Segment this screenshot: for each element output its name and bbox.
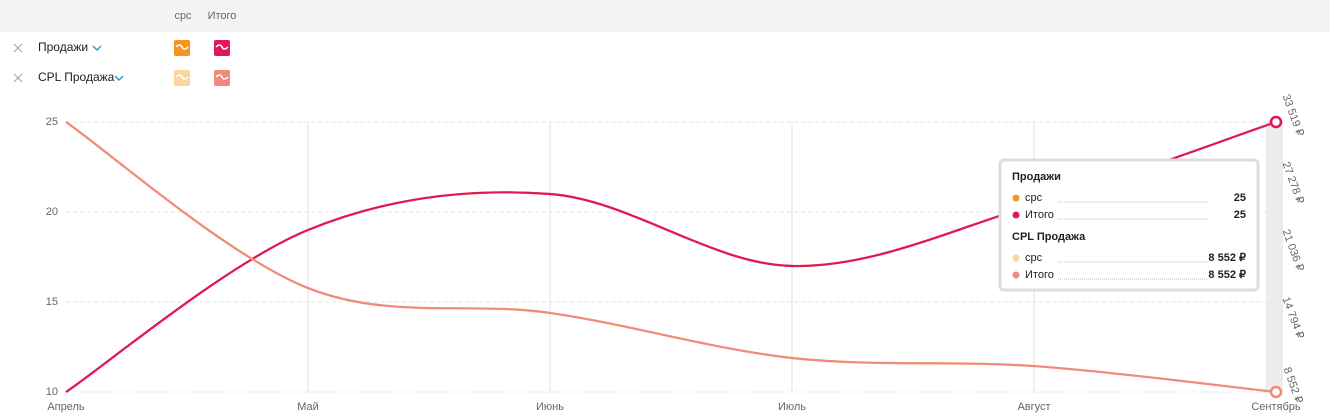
control-row: Продажи — [13, 40, 102, 54]
legend-swatch-icon — [215, 74, 229, 80]
tooltip-name: Итого — [1025, 269, 1054, 281]
y-tick-label: 25 — [46, 116, 58, 128]
tooltip-box — [998, 158, 1260, 292]
y2-tick-label: 14 794 ₽ — [1280, 295, 1306, 340]
y-tick-label: 20 — [46, 206, 58, 218]
y-tick-label: 10 — [46, 386, 58, 398]
header-bar — [0, 0, 1330, 32]
tooltip-value: 8 552 ₽ — [1208, 252, 1246, 264]
tooltip-dot — [1012, 254, 1020, 262]
x-tick-label: Апрель — [47, 401, 85, 413]
hover-point — [1269, 115, 1283, 129]
y2-tick-label: 21 036 ₽ — [1280, 228, 1306, 273]
column-header: cpc — [174, 10, 192, 22]
x-tick-label: Сентябрь — [1251, 401, 1301, 413]
tooltip-dot — [1012, 194, 1020, 202]
tooltip-name: cpc — [1025, 252, 1043, 264]
tooltip-name: cpc — [1025, 192, 1043, 204]
tooltip-value: 25 — [1234, 192, 1246, 204]
dropdown-icon[interactable] — [92, 45, 102, 52]
metric-label[interactable]: Продажи — [38, 40, 88, 54]
hover-band — [1266, 122, 1283, 392]
remove-icon[interactable] — [13, 43, 23, 53]
x-tick-label: Июль — [778, 401, 806, 413]
y-tick-label: 15 — [46, 296, 58, 308]
control-row: CPL Продажа — [13, 70, 124, 84]
y2-tick-label: 33 519 ₽ — [1280, 93, 1306, 138]
tooltip-value: 8 552 ₽ — [1208, 269, 1246, 281]
tooltip-dot — [1012, 211, 1020, 219]
y2-tick-label: 8 552 ₽ — [1281, 366, 1305, 405]
x-tick-label: Июнь — [536, 401, 564, 413]
dropdown-icon[interactable] — [114, 75, 124, 82]
legend-swatch-icon — [215, 44, 229, 50]
x-tick-label: Август — [1017, 401, 1050, 413]
tooltip-title: Продажи — [1012, 171, 1061, 183]
legend-swatch-icon — [175, 44, 189, 50]
metric-label[interactable]: CPL Продажа — [38, 70, 115, 84]
series-line — [65, 121, 1277, 394]
column-header: Итого — [208, 10, 237, 22]
remove-icon[interactable] — [13, 73, 23, 83]
tooltip-dot — [1012, 271, 1020, 279]
hover-point — [1269, 385, 1283, 399]
tooltip: Продажи cpc 25 Итого 25 CPL Продажа cpc 8 552 ₽… — [998, 158, 1260, 292]
tooltip-title: CPL Продажа — [1012, 231, 1086, 243]
tooltip-value: 25 — [1234, 209, 1246, 221]
legend-swatch-icon — [175, 74, 189, 80]
x-tick-label: Май — [297, 401, 319, 413]
tooltip-name: Итого — [1025, 209, 1054, 221]
y2-tick-label: 27 278 ₽ — [1280, 160, 1306, 205]
